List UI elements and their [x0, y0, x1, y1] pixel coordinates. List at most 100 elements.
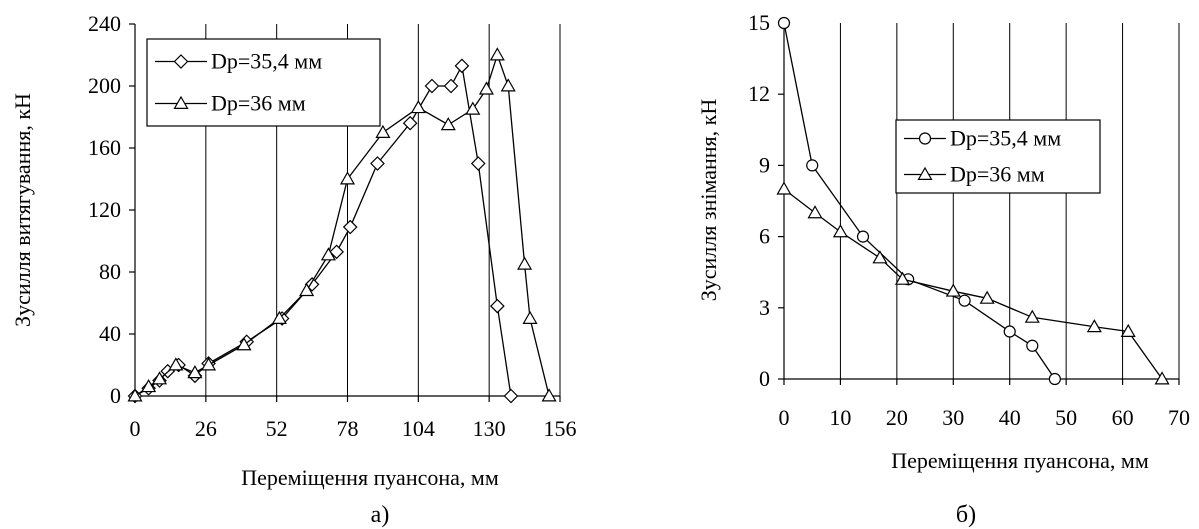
x-tick-label: 10 [829, 405, 851, 430]
y-tick-label: 3 [759, 295, 770, 320]
data-point [236, 337, 252, 351]
y-tick-label: 0 [110, 383, 121, 408]
x-tick-label: 20 [886, 405, 908, 430]
x-tick-label: 70 [1168, 405, 1190, 430]
x-tick-label: 104 [402, 416, 435, 441]
data-point [503, 388, 519, 404]
data-point [945, 283, 961, 297]
panel-label: а) [371, 502, 390, 528]
data-point [489, 47, 505, 61]
y-tick-label: 0 [759, 366, 770, 391]
data-point [478, 81, 494, 95]
legend: Dp=35,4 мм Dp=36 мм [146, 38, 381, 127]
data-point [522, 310, 538, 324]
legend-marker [173, 95, 189, 109]
data-point [1026, 339, 1039, 352]
chart-a: 0 40 80 120 160 200 240 0 26 52 78 104 130 156 Переміщ… [10, 11, 577, 528]
data-point [489, 298, 505, 314]
data-point [1024, 309, 1040, 323]
data-point [832, 224, 848, 238]
data-point [151, 371, 168, 385]
data-point [1048, 372, 1061, 386]
data-point [271, 310, 287, 324]
data-point [342, 219, 358, 235]
x-axis-label: Переміщення пуансона, мм [891, 448, 1149, 473]
data-point [777, 16, 791, 30]
data-point [465, 101, 481, 115]
legend-box [895, 119, 1101, 194]
y-tick-label: 40 [99, 321, 121, 346]
data-point [443, 78, 459, 94]
legend-entry: Dp=36 мм [211, 91, 306, 116]
data-point [329, 244, 344, 260]
data-point [856, 230, 870, 243]
data-point [1086, 319, 1102, 333]
x-tick-label: 50 [1055, 405, 1077, 430]
data-point [541, 388, 557, 402]
series-line [783, 22, 1056, 380]
data-point [375, 124, 391, 138]
x-tick-label: 30 [942, 405, 964, 430]
y-axis-label: Зусилля витягування, кН [10, 93, 35, 327]
data-point [806, 159, 819, 172]
data-point [410, 99, 426, 114]
y-tick-label: 9 [759, 152, 770, 177]
y-axis-label: Зусилля знімання, кН [696, 99, 721, 302]
data-point [979, 290, 995, 304]
data-point [299, 282, 315, 297]
chart-b: 0 3 6 9 12 15 0 10 20 30 40 50 60 70 Переміщення пуанс… [696, 10, 1190, 528]
legend-entry: Dp=35,4 мм [211, 49, 322, 74]
legend-entry: Dp=36 мм [950, 162, 1045, 187]
x-tick-label: 0 [130, 416, 141, 441]
data-point [370, 156, 385, 171]
y-tick-label: 15 [748, 10, 770, 35]
legend-entry: Dp=35,4 мм [950, 126, 1061, 151]
data-point [517, 256, 533, 270]
y-tick-label: 200 [88, 73, 121, 98]
x-tick-label: 156 [544, 416, 577, 441]
legend-marker [173, 54, 189, 69]
data-point [872, 250, 888, 264]
series-2 [776, 181, 1170, 385]
data-point [168, 357, 184, 371]
x-tick-label: 26 [195, 416, 217, 441]
y-tick-label: 120 [88, 197, 121, 222]
data-point [776, 181, 792, 195]
y-tick-label: 6 [759, 224, 770, 249]
legend-box [146, 38, 381, 127]
data-point [470, 156, 486, 171]
data-point [127, 388, 143, 402]
y-tick-label: 160 [88, 135, 121, 160]
data-point [424, 78, 440, 94]
data-point [440, 117, 456, 131]
data-point [141, 378, 157, 393]
panel-label: б) [956, 502, 976, 528]
y-tick-label: 240 [88, 11, 121, 36]
x-tick-label: 40 [999, 405, 1021, 430]
x-axis-label: Переміщення пуансона, мм [241, 465, 499, 490]
data-point [1154, 371, 1170, 385]
x-tick-label: 0 [779, 405, 790, 430]
x-tick-label: 60 [1112, 405, 1134, 430]
data-point [339, 171, 356, 185]
data-point [500, 78, 516, 92]
data-point [958, 294, 971, 307]
y-tick-label: 12 [748, 81, 770, 106]
data-point [201, 357, 217, 371]
data-point [402, 115, 418, 131]
data-point [454, 58, 470, 74]
legend-marker [918, 132, 932, 145]
legend-marker [917, 166, 933, 180]
y-tick-label: 80 [99, 259, 121, 284]
data-point [807, 205, 823, 219]
series-1 [777, 16, 1061, 386]
legend: Dp=35,4 мм Dp=36 мм [895, 119, 1101, 194]
data-point [187, 365, 203, 379]
data-point [1120, 323, 1136, 338]
data-point [1003, 325, 1016, 338]
data-point [894, 271, 911, 285]
x-tick-label: 130 [473, 416, 506, 441]
x-tick-label: 52 [266, 416, 288, 441]
series-2 [127, 47, 557, 402]
